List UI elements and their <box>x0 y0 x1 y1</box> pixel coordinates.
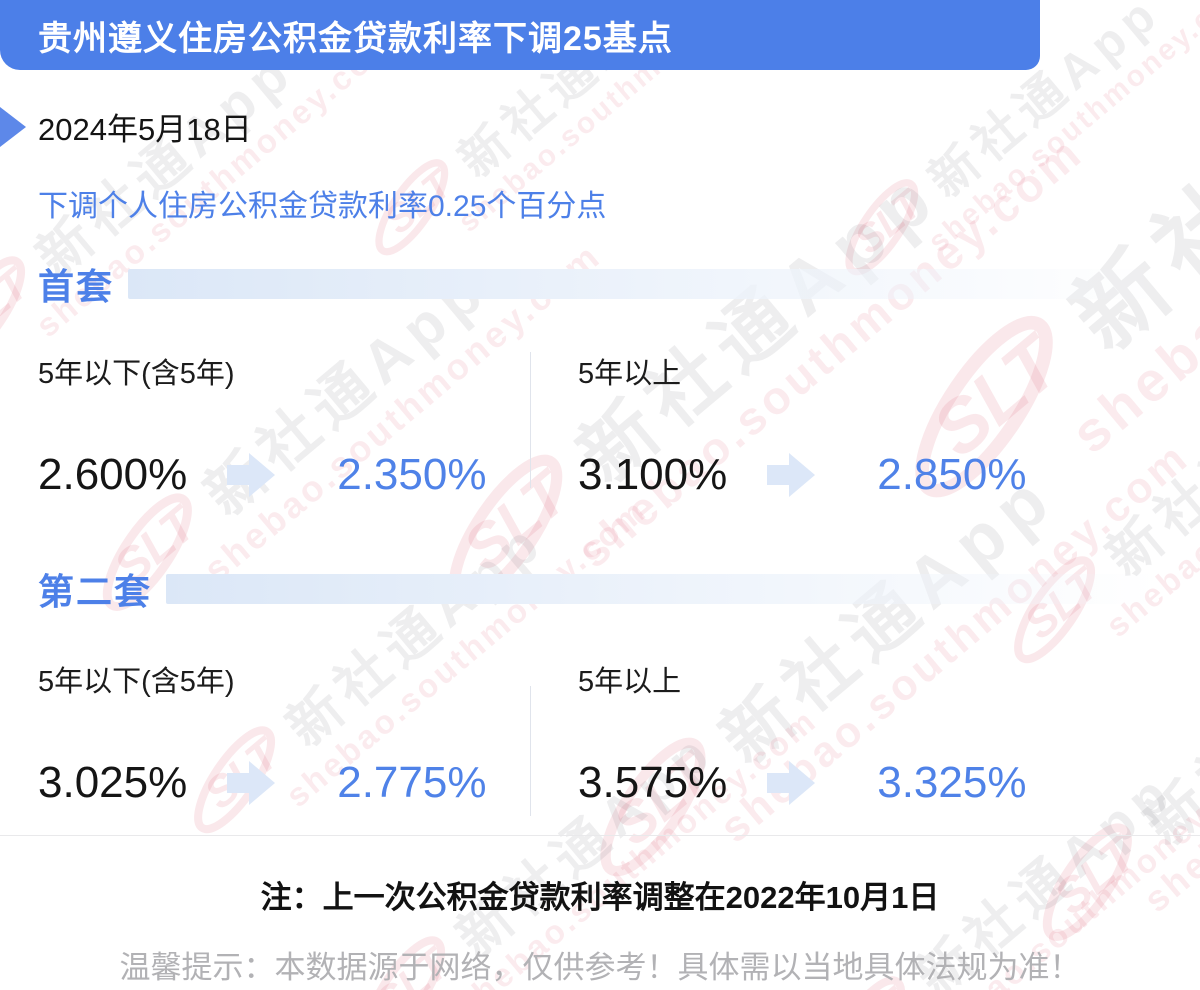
term-label: 5年以下(含5年) <box>38 358 235 390</box>
old-rate-value: 3.575% <box>578 758 728 807</box>
rate-change-row: 3.575% 3.325% <box>578 758 1078 808</box>
rate-cell-under-5y: 5年以下(含5年) 2.600% 2.350% <box>38 350 488 500</box>
old-rate-value: 3.025% <box>38 758 188 807</box>
disclaimer-text: 温馨提示：本数据源于网络，仅供参考！具体需以当地具体法规为准！ <box>119 950 1081 985</box>
term-label: 5年以上 <box>578 358 682 390</box>
rate-cell-over-5y: 5年以上 3.575% 3.325% <box>578 658 1078 808</box>
section-gradient-bar <box>166 574 1160 604</box>
new-rate-value: 2.850% <box>877 450 1027 499</box>
arrow-right-icon <box>767 761 816 805</box>
subtitle-text: 下调个人住房公积金贷款利率0.25个百分点 <box>38 190 607 223</box>
horizontal-divider <box>0 835 1200 836</box>
rate-cell-over-5y: 5年以上 3.100% 2.850% <box>578 350 1078 500</box>
rate-change-row: 3.025% 2.775% <box>38 758 488 808</box>
rate-change-row: 2.600% 2.350% <box>38 450 488 500</box>
rate-change-row: 3.100% 2.850% <box>578 450 1078 500</box>
rate-cell-under-5y: 5年以下(含5年) 3.025% 2.775% <box>38 658 488 808</box>
header-bar: 贵州遵义住房公积金贷款利率下调25基点 <box>0 0 1040 70</box>
section-label: 第二套 <box>38 571 153 612</box>
arrow-right-icon <box>767 453 816 497</box>
section-second-home-header: 第二套 <box>38 563 1160 615</box>
date-text: 2024年5月18日 <box>38 112 252 147</box>
old-rate-value: 3.100% <box>578 450 728 499</box>
new-rate-value: 2.350% <box>337 450 487 499</box>
new-rate-value: 3.325% <box>877 758 1027 807</box>
section-first-home-header: 首套 <box>38 258 1160 310</box>
vertical-divider <box>530 686 531 816</box>
date-row: 2024年5月18日 <box>0 104 252 149</box>
section-label: 首套 <box>38 266 115 307</box>
section-gradient-bar <box>128 269 1160 299</box>
term-label: 5年以上 <box>578 666 682 698</box>
note-text: 注：上一次公积金贷款利率调整在2022年10月1日 <box>260 880 940 915</box>
arrow-right-icon <box>227 453 276 497</box>
old-rate-value: 2.600% <box>38 450 188 499</box>
page-title: 贵州遵义住房公积金贷款利率下调25基点 <box>38 19 673 58</box>
arrow-right-icon <box>227 761 276 805</box>
new-rate-value: 2.775% <box>337 758 487 807</box>
vertical-divider <box>530 352 531 488</box>
term-label: 5年以下(含5年) <box>38 666 235 698</box>
triangle-bullet-icon <box>0 106 26 147</box>
